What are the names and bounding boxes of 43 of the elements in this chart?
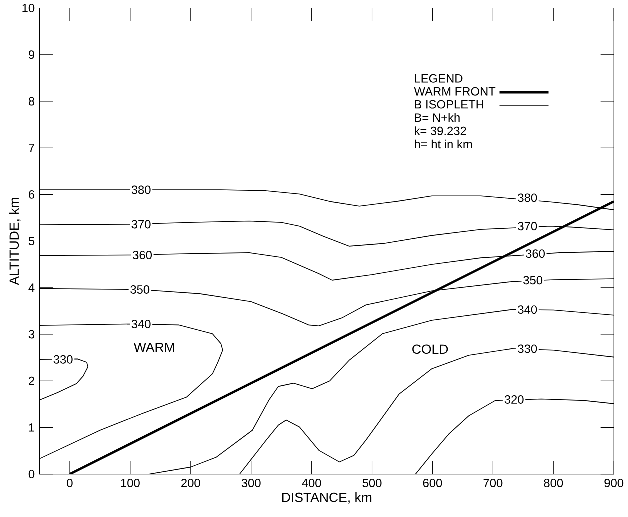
y-tick-label: 9 [28, 50, 34, 60]
x-tick-label: 500 [362, 479, 382, 488]
annotation: COLD [412, 344, 448, 354]
y-tick-label: 10 [22, 4, 35, 13]
annotation: 340 [132, 320, 151, 329]
y-tick-label: 7 [29, 144, 34, 152]
y-tick-label: 2 [29, 377, 34, 386]
y-tick-label: 5 [28, 237, 35, 246]
annotation: 320 [504, 396, 524, 404]
annotation: k= 39.232 [415, 126, 466, 136]
annotation: WARM [134, 343, 174, 352]
x-tick-label: 800 [544, 479, 564, 488]
y-tick-label: 1 [29, 424, 34, 432]
y-tick-label: 4 [28, 284, 35, 292]
annotation: 330 [54, 356, 73, 364]
y-tick-label: 3 [28, 330, 35, 339]
annotation: 380 [518, 194, 538, 202]
legend-label: WARM FRONT [414, 88, 496, 96]
annotation: 340 [518, 306, 538, 314]
x-tick-label: 200 [182, 479, 200, 488]
annotation: B= N+kh [415, 113, 460, 122]
y-tick-label: 6 [29, 190, 35, 200]
annotation: 360 [133, 251, 152, 260]
annotation: h= ht in km [415, 140, 472, 149]
x-tick-label: 300 [242, 479, 261, 488]
annotation: 330 [518, 344, 538, 354]
annotation: 360 [526, 250, 545, 258]
x-tick-label: 600 [423, 479, 442, 488]
annotation: 370 [132, 220, 151, 229]
x-axis-title: DISTANCE, km [282, 492, 372, 504]
x-tick-label: 900 [604, 479, 624, 488]
x-tick-label: 100 [121, 479, 140, 488]
legend-label: B ISOPLETH [415, 100, 484, 109]
y-tick-label: 0 [28, 470, 35, 479]
annotation: 370 [518, 222, 538, 231]
x-tick-label: 400 [302, 479, 322, 488]
x-tick-label: 700 [484, 479, 503, 488]
y-axis-title: ALTITUDE, km [9, 198, 21, 286]
y-tick-label: 8 [28, 97, 35, 106]
x-tick-label: 0 [67, 479, 73, 488]
annotation: 350 [524, 276, 543, 285]
annotation: 380 [132, 186, 151, 194]
legend-title: LEGEND [415, 74, 463, 84]
